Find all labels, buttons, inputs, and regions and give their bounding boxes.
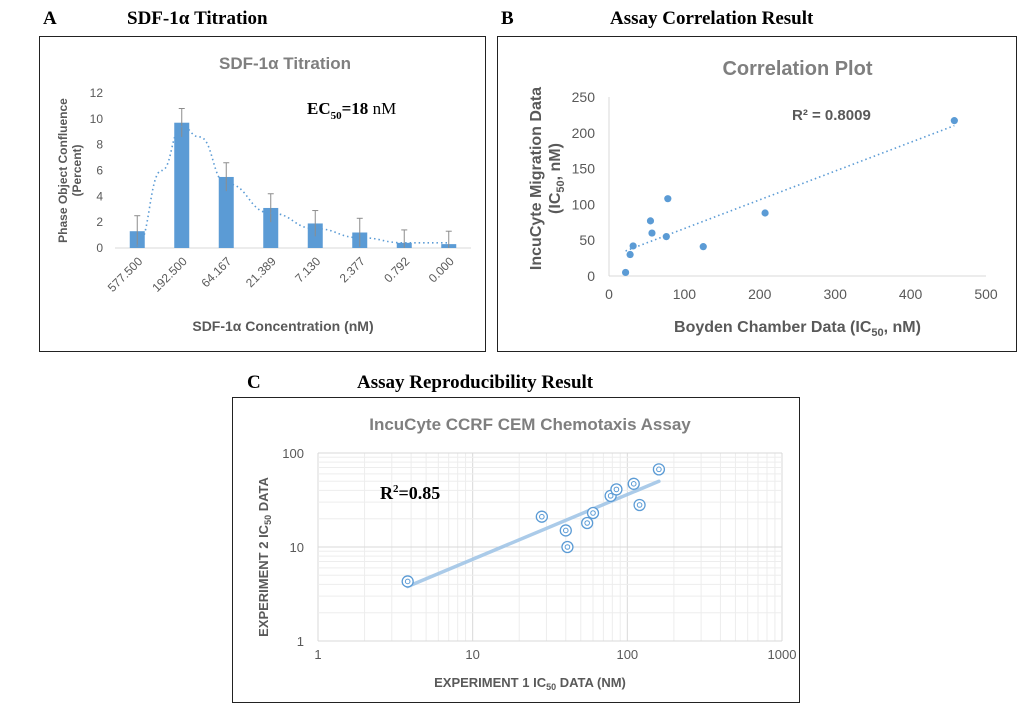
y-tick-label: 150 xyxy=(572,161,596,177)
y-axis-title: IncuCyte Migration Data (IC50, nM) xyxy=(528,87,567,270)
data-point xyxy=(950,117,958,125)
data-point xyxy=(581,516,594,530)
data-point xyxy=(561,540,574,554)
x-tick-label: 1 xyxy=(314,647,321,662)
data-point xyxy=(559,524,572,537)
y-tick-label: 100 xyxy=(282,446,304,461)
data-point-inner xyxy=(590,510,596,516)
y-tick-label: 0 xyxy=(96,241,103,255)
r2-label: R2=0.85 xyxy=(380,483,440,503)
x-tick-label: 2.377 xyxy=(337,254,368,285)
trendline xyxy=(405,479,661,589)
data-point-inner xyxy=(539,513,545,520)
y-tick-label: 10 xyxy=(90,112,104,126)
trendline xyxy=(625,124,955,252)
y-tick-label: 10 xyxy=(290,540,304,555)
y-tick-label: 50 xyxy=(579,232,595,248)
chart-b-title: Correlation Plot xyxy=(722,58,872,80)
x-tick-label: 7.130 xyxy=(292,254,323,285)
x-tick-label: 0 xyxy=(605,286,613,302)
y-tick-label: 4 xyxy=(96,189,103,203)
data-point xyxy=(646,217,655,225)
data-point-inner xyxy=(636,502,643,508)
data-point xyxy=(662,233,670,241)
panel-b-heading: Assay Correlation Result xyxy=(610,8,814,29)
data-point xyxy=(401,575,414,588)
x-tick-label: 10 xyxy=(465,647,479,662)
panel-a-letter: A xyxy=(43,8,57,29)
x-tick-label: 577.500 xyxy=(105,254,146,295)
x-axis-title: EXPERIMENT 1 IC50 DATA (NM) xyxy=(434,675,626,692)
panel-c-heading: Assay Reproducibility Result xyxy=(357,372,594,393)
x-tick-label: 100 xyxy=(616,647,638,662)
data-point xyxy=(610,483,623,496)
chart-c-title: IncuCyte CCRF CEM Chemotaxis Assay xyxy=(369,415,691,434)
y-tick-label: 0 xyxy=(587,268,595,284)
x-tick-label: 200 xyxy=(748,286,772,302)
data-point xyxy=(586,506,600,520)
data-point-inner xyxy=(562,527,569,534)
bar xyxy=(174,122,190,248)
data-point xyxy=(627,477,640,490)
panel-c-frame xyxy=(232,397,800,703)
y-tick-label: 12 xyxy=(90,86,104,100)
bar xyxy=(218,176,234,248)
x-tick-label: 0.792 xyxy=(381,254,412,285)
data-point xyxy=(626,250,634,259)
x-axis-title: SDF-1α Concentration (nM) xyxy=(192,318,373,334)
data-point-inner xyxy=(630,481,637,487)
y-tick-label: 2 xyxy=(96,215,103,229)
x-tick-label: 500 xyxy=(974,286,998,302)
x-tick-label: 1000 xyxy=(768,647,797,662)
y-tick-label: 200 xyxy=(572,125,596,141)
data-point xyxy=(648,229,656,237)
fit-curve xyxy=(136,125,449,247)
y-tick-label: 8 xyxy=(96,138,103,152)
data-point xyxy=(621,268,630,277)
panel-a-frame xyxy=(39,36,486,352)
panel-c-letter: C xyxy=(247,372,261,393)
x-tick-label: 64.167 xyxy=(199,254,235,290)
x-tick-label: 0.000 xyxy=(426,254,457,285)
x-axis-title: Boyden Chamber Data (IC50, nM) xyxy=(674,319,921,339)
y-axis-title: EXPERIMENT 2 IC50 DATA xyxy=(256,477,273,637)
data-point-inner xyxy=(584,520,590,526)
data-point xyxy=(652,463,666,476)
data-point xyxy=(535,510,548,523)
data-point xyxy=(629,242,637,250)
data-point xyxy=(664,195,672,203)
y-axis-title: Phase Object Confluence(Percent) xyxy=(56,98,84,243)
y-tick-label: 6 xyxy=(96,164,103,178)
x-tick-label: 21.389 xyxy=(243,254,279,290)
chart-a-title: SDF-1α Titration xyxy=(219,54,351,73)
y-tick-label: 1 xyxy=(297,634,304,649)
bar xyxy=(263,207,279,248)
data-point xyxy=(633,498,646,512)
x-tick-label: 400 xyxy=(899,286,923,302)
panel-b-letter: B xyxy=(501,8,514,29)
data-point-inner xyxy=(404,578,411,585)
chart-c: IncuCyte CCRF CEM Chemotaxis Assay 1 10 100… xyxy=(256,415,797,692)
chart-b: Correlation Plot 0 50 100 150 200 250 0 100 200 30… xyxy=(528,58,998,339)
x-tick-label: 100 xyxy=(673,286,697,302)
data-point-inner xyxy=(656,466,662,473)
y-tick-label: 100 xyxy=(572,196,596,212)
y-tick-label: 250 xyxy=(572,89,596,105)
data-point-inner xyxy=(613,486,620,493)
x-tick-label: 300 xyxy=(824,286,848,302)
data-point xyxy=(761,209,769,217)
chart-a: SDF-1α Titration 0 2 4 6 8 10 12 577.500 192.500 6… xyxy=(56,54,471,334)
ec50-annotation: EC50=18 nM xyxy=(307,99,396,122)
panel-b-frame xyxy=(497,36,1017,352)
r2-label: R² = 0.8009 xyxy=(792,107,871,124)
data-point-inner xyxy=(607,493,614,499)
panel-a-heading: SDF-1α Titration xyxy=(127,8,268,29)
data-point-inner xyxy=(564,544,571,550)
data-point xyxy=(699,243,707,251)
x-tick-label: 192.500 xyxy=(149,254,190,295)
